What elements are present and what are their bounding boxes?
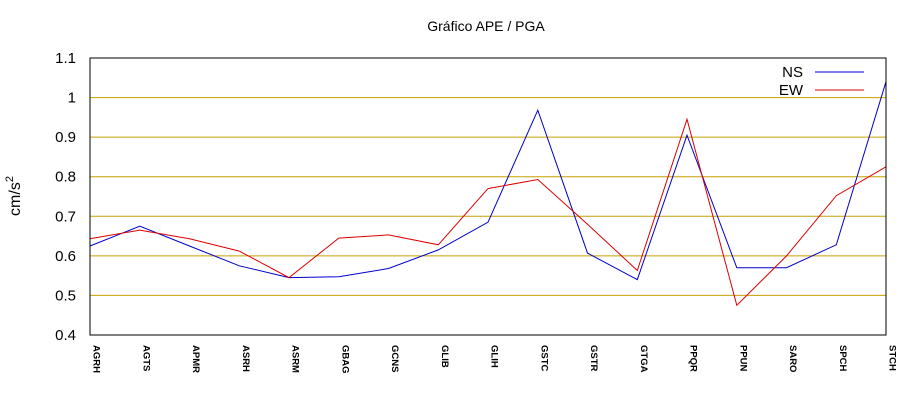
- x-tick-label: GCNS: [389, 345, 400, 372]
- x-tick-label: PPUN: [737, 345, 748, 372]
- y-tick-label: 0.8: [55, 169, 76, 186]
- grid-lines: [90, 97, 886, 296]
- legend-label: EW: [779, 82, 804, 99]
- x-tick-label: PPQR: [688, 345, 699, 372]
- x-tick-label: GTGA: [638, 345, 649, 373]
- series-lines: [89, 81, 887, 307]
- x-tick-label: SARO: [787, 345, 798, 372]
- y-axis-label-superscript: 2: [4, 176, 16, 182]
- y-axis-label-text: cm/s: [7, 182, 24, 216]
- x-tick-label: STCH: [887, 345, 898, 371]
- legend-label: NS: [782, 64, 803, 81]
- x-tick-label: APMR: [190, 345, 201, 373]
- x-tick-label: AGRH: [91, 345, 102, 373]
- x-tick-label: SPCH: [837, 345, 848, 372]
- x-tick-label: AGTS: [140, 345, 151, 371]
- plot-frame: [89, 57, 887, 336]
- x-tick-label: GLIB: [439, 345, 450, 368]
- x-tick-label: GSTC: [538, 345, 549, 372]
- x-tick-label: GLIH: [489, 345, 500, 368]
- y-axis-label: cm/s2: [4, 176, 24, 216]
- x-tick-label: ASRH: [240, 345, 251, 372]
- x-tick-label: GSTR: [588, 345, 599, 372]
- y-tick-label: 0.4: [55, 327, 76, 344]
- y-tick-labels: 0.4 0.5 0.6 0.7 0.8 0.9 1 1.1: [55, 50, 76, 344]
- y-tick-label: 0.6: [55, 248, 76, 265]
- y-tick-label: 0.5: [55, 287, 76, 304]
- y-tick-label: 1.1: [55, 50, 76, 67]
- y-tick-label: 0.7: [55, 208, 76, 225]
- series-line-ew: [89, 117, 887, 307]
- x-tick-label: ASRM: [290, 345, 301, 373]
- x-tick-labels: AGRH AGTS APMR ASRH ASRM GBAG GCNS GLIB GLIH GSTC…: [91, 345, 898, 374]
- y-tick-label: 0.9: [55, 129, 76, 146]
- x-tick-label: GBAG: [339, 345, 350, 374]
- chart-title: Gráfico APE / PGA: [427, 18, 545, 34]
- series-line-ns: [89, 81, 887, 281]
- y-tick-label: 1: [68, 90, 76, 107]
